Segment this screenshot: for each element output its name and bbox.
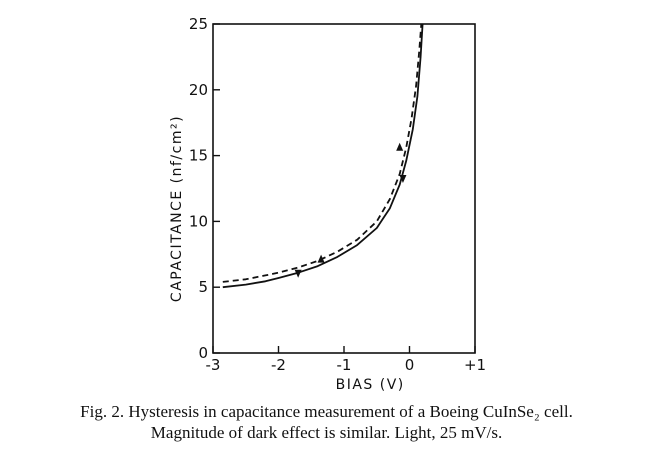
x-tick-label: -3 (206, 356, 221, 374)
y-tick-label: 10 (189, 212, 208, 230)
y-axis-label: CAPACITANCE (nf/cm²) (169, 115, 185, 302)
capacitance-chart: -3 -2 -1 0 +1 0 5 10 15 20 25 BIAS (V) CAPACITANCE… (169, 15, 486, 393)
y-tick-label: 20 (189, 81, 208, 99)
caption-line-2: Magnitude of dark effect is similar. Lig… (150, 423, 503, 442)
arrow-head-marker (294, 269, 302, 278)
ticks: -3 -2 -1 0 +1 0 5 10 15 20 25 (189, 15, 486, 374)
x-tick-label: +1 (464, 356, 486, 374)
arrow-head-marker (396, 142, 404, 151)
y-tick-label: 0 (198, 344, 208, 362)
x-tick-label: 0 (405, 356, 415, 374)
x-tick-label: -1 (337, 356, 352, 374)
y-tick-label: 5 (198, 278, 208, 296)
plot-frame (212, 23, 476, 354)
figure-caption: Fig. 2. Hysteresis in capacitance measur… (0, 401, 653, 443)
arrow-head-marker (317, 254, 325, 263)
axes (212, 23, 476, 354)
caption-line-1: Fig. 2. Hysteresis in capacitance measur… (80, 402, 573, 421)
x-axis-label: BIAS (V) (336, 377, 405, 393)
y-tick-label: 25 (189, 15, 208, 33)
y-tick-label: 15 (189, 147, 208, 165)
arrow-head-marker (399, 174, 407, 183)
x-tick-label: -2 (271, 356, 286, 374)
dashed-series-line (222, 23, 423, 283)
solid-series-line (222, 23, 424, 289)
series-layer (222, 23, 424, 289)
